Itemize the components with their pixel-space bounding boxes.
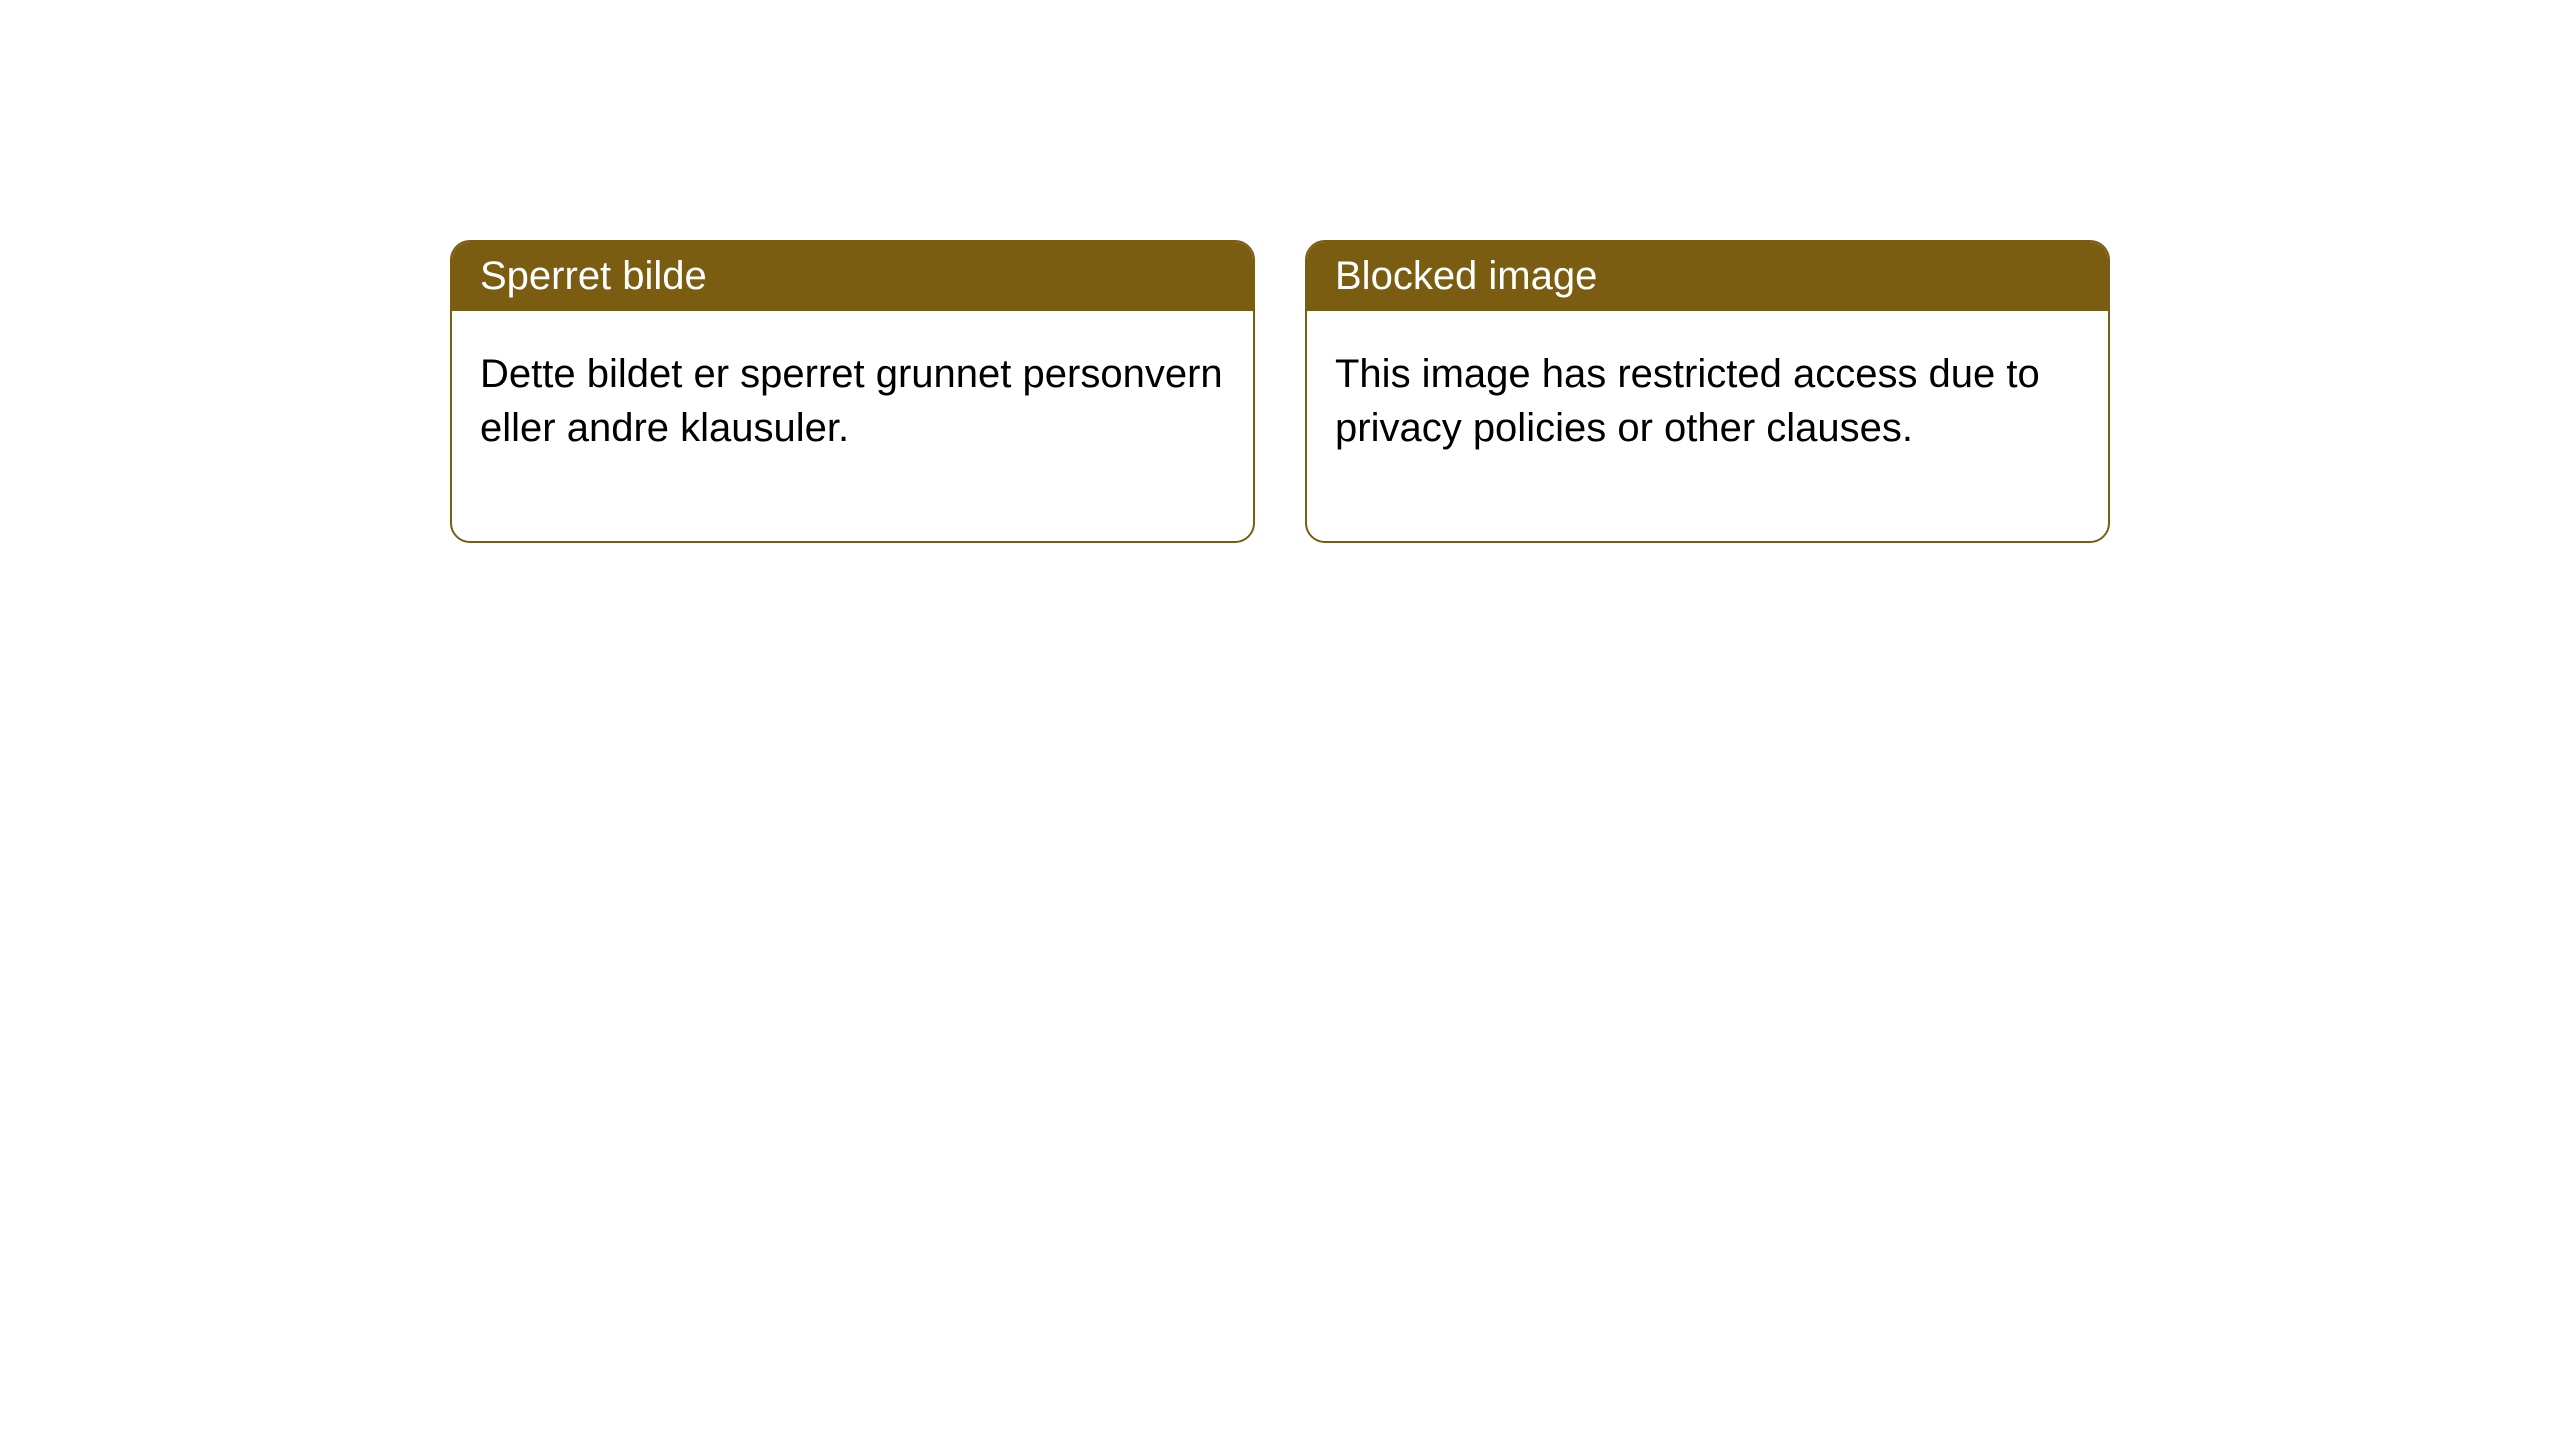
- blocked-image-card-nb: Sperret bilde Dette bildet er sperret gr…: [450, 240, 1255, 543]
- card-header-en: Blocked image: [1307, 242, 2108, 311]
- cards-container: Sperret bilde Dette bildet er sperret gr…: [0, 0, 2560, 543]
- blocked-image-card-en: Blocked image This image has restricted …: [1305, 240, 2110, 543]
- card-header-nb: Sperret bilde: [452, 242, 1253, 311]
- card-body-en: This image has restricted access due to …: [1307, 311, 2108, 541]
- card-body-nb: Dette bildet er sperret grunnet personve…: [452, 311, 1253, 541]
